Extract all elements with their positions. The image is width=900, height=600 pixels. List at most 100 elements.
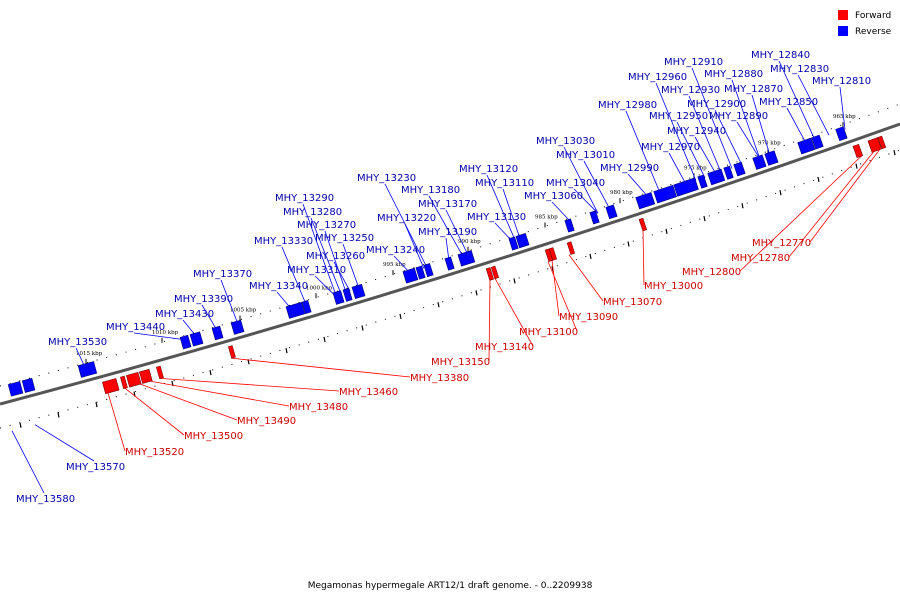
reverse-leader-line	[691, 67, 733, 169]
reverse-gene-label: MHY_13570	[66, 462, 125, 473]
reverse-gene-label: MHY_13170	[418, 199, 477, 210]
forward-gene-label: MHY_13090	[559, 312, 618, 323]
minor-tick	[855, 163, 858, 169]
reverse-leader-line	[627, 173, 649, 198]
reverse-leader-line	[220, 279, 239, 325]
forward-gene-arrow	[490, 265, 499, 280]
reverse-gene-arrow	[635, 192, 656, 210]
forward-gene-label: MHY_12800	[682, 267, 741, 278]
reverse-gene-arrow	[77, 361, 98, 378]
forward-gene-arrow	[139, 368, 153, 384]
forward-leader-line	[788, 151, 875, 258]
reverse-leader-line	[133, 332, 185, 340]
forward-gene-label: MHY_13460	[339, 387, 398, 398]
reverse-gene-arrow	[342, 287, 353, 302]
forward-leader-line	[739, 155, 863, 272]
reverse-gene-label: MHY_13370	[193, 269, 252, 280]
legend-forward-label: Forward	[855, 11, 891, 21]
legend-reverse-label: Reverse	[855, 27, 892, 37]
reverse-gene-label: MHY_13580	[16, 494, 75, 505]
minor-tick	[513, 278, 516, 284]
reverse-gene-label: MHY_13390	[174, 294, 233, 305]
reverse-gene-arrow	[797, 137, 816, 155]
tick-label: 1015 kbp	[76, 351, 103, 357]
forward-leader-line	[159, 377, 340, 392]
reverse-leader-line	[34, 424, 95, 462]
forward-leader-line	[551, 260, 560, 317]
minor-tick	[361, 325, 364, 331]
forward-gene-label: MHY_13070	[603, 297, 662, 308]
reverse-gene-label: MHY_12960	[628, 72, 687, 83]
minor-tick	[95, 402, 98, 408]
forward-gene-arrow	[877, 135, 887, 150]
reverse-leader-line	[751, 94, 771, 156]
minor-tick	[551, 266, 554, 272]
forward-gene-arrow	[156, 365, 164, 380]
reverse-gene-arrow	[605, 204, 618, 220]
reverse-gene-arrow	[402, 267, 419, 284]
tick-label: 975 kbp	[684, 166, 707, 172]
forward-features	[102, 135, 887, 395]
forward-gene-arrow	[867, 137, 882, 153]
reverse-gene-label: MHY_13030	[536, 136, 595, 147]
minor-tick	[19, 422, 22, 428]
forward-gene-label: MHY_12770	[752, 238, 811, 249]
reverse-leader-line	[714, 109, 743, 166]
reverse-features	[7, 126, 848, 397]
reverse-leader-line	[551, 201, 572, 223]
reverse-leader-line	[428, 195, 464, 257]
reverse-gene-label: MHY_12940	[667, 126, 726, 137]
reverse-leader-line	[201, 304, 218, 331]
reverse-leader-line	[573, 188, 599, 214]
forward-leader-line	[139, 383, 238, 421]
reverse-leader-line	[778, 60, 816, 141]
reverse-leader-line	[302, 203, 337, 296]
minor-tick	[437, 302, 440, 308]
reverse-gene-arrow	[7, 381, 24, 397]
reverse-leader-line	[736, 121, 761, 160]
reverse-leader-line	[494, 222, 513, 242]
reverse-gene-arrow	[723, 165, 734, 180]
reverse-gene-label: MHY_12900	[687, 99, 746, 110]
forward-gene-arrow	[566, 241, 576, 255]
reverse-gene-label: MHY_13110	[475, 178, 534, 189]
reverse-gene-arrow	[444, 256, 455, 271]
reverse-gene-label: MHY_13310	[287, 265, 346, 276]
reverse-leader-line	[688, 95, 722, 173]
minor-tick	[589, 253, 592, 260]
tick-label: 1005 kbp	[230, 308, 257, 314]
forward-leader-line	[124, 387, 185, 436]
reverse-leader-line	[314, 275, 336, 296]
forward-gene-labels: MHY_12770 MHY_12780 MHY_12800 MHY_13000 MHY_…	[125, 238, 811, 458]
tick-label: 980 kbp	[610, 190, 633, 196]
forward-gene-arrow	[852, 143, 864, 159]
reverse-gene-label: MHY_13440	[106, 322, 165, 333]
reverse-gene-arrow	[707, 168, 726, 186]
reverse-gene-label: MHY_13270	[297, 220, 356, 231]
tick-label: 1000 kbp	[306, 285, 333, 291]
reverse-gene-arrow	[415, 265, 426, 280]
forward-gene-arrow	[102, 378, 120, 395]
forward-gene-label: MHY_13100	[519, 327, 578, 338]
reverse-gene-label: MHY_13120	[459, 164, 518, 175]
reverse-gene-arrow	[211, 325, 224, 341]
tick-label: 1010 kbp	[152, 330, 179, 336]
genome-backbone	[0, 122, 900, 406]
reverse-gene-label: MHY_13190	[418, 227, 477, 238]
reverse-gene-arrow	[673, 177, 699, 197]
reverse-gene-label: MHY_13250	[315, 233, 374, 244]
reverse-leader-line	[384, 183, 428, 268]
reverse-gene-label: MHY_13280	[283, 207, 342, 218]
reverse-leader-line	[445, 237, 450, 261]
reverse-gene-label: MHY_13230	[357, 173, 416, 184]
reverse-leader-line	[655, 82, 697, 181]
tick-label: 970 kbp	[758, 140, 781, 146]
reverse-gene-arrow	[697, 174, 708, 189]
reverse-gene-arrow	[564, 218, 575, 233]
tick-label: 965 kbp	[833, 114, 856, 120]
minor-tick	[817, 176, 820, 183]
reverse-gene-label: MHY_13290	[275, 193, 334, 204]
forward-gene-label: MHY_13500	[184, 431, 243, 442]
reverse-gene-label: MHY_13430	[155, 309, 214, 320]
